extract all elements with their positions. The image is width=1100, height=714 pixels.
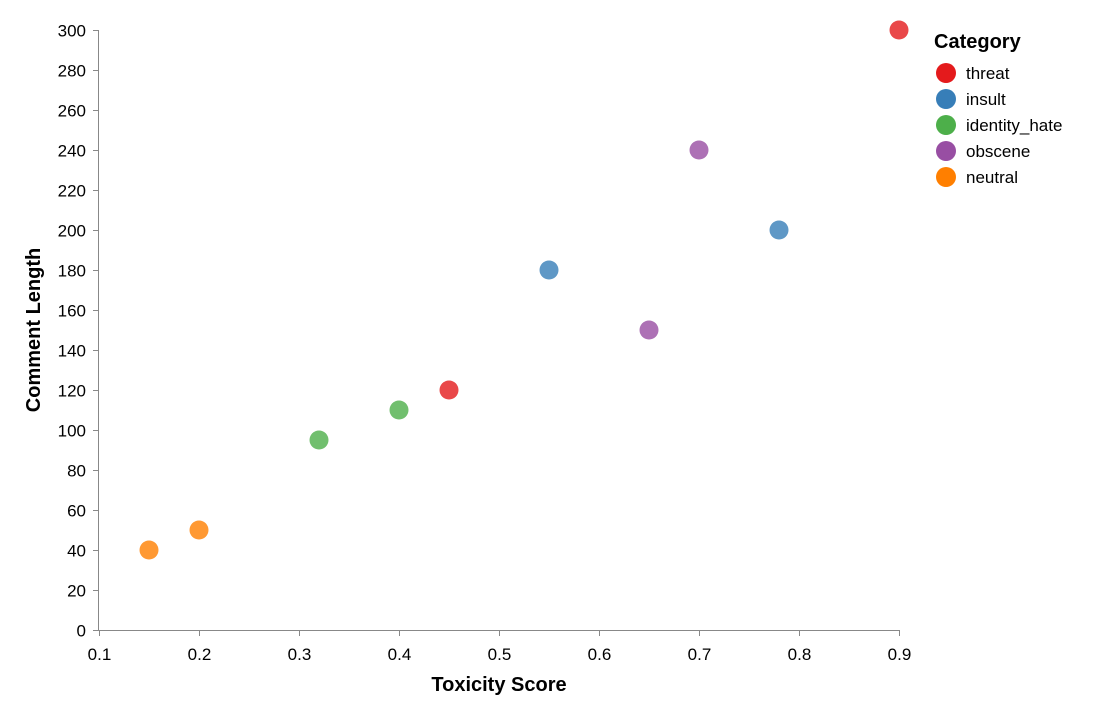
data-point-insult[interactable] xyxy=(769,220,789,240)
legend-swatch xyxy=(936,141,956,161)
x-axis-title: Toxicity Score xyxy=(431,674,566,696)
y-tick-label: 100 xyxy=(58,422,86,441)
legend-item-identity_hate[interactable]: identity_hate xyxy=(936,115,1062,135)
legend-swatch xyxy=(936,89,956,109)
data-point-obscene[interactable] xyxy=(639,320,659,340)
y-tick-label: 80 xyxy=(67,462,86,481)
y-tick-label: 140 xyxy=(58,342,86,361)
legend-item-neutral[interactable]: neutral xyxy=(936,167,1018,187)
data-point-identity_hate[interactable] xyxy=(389,400,409,420)
y-tick-label: 120 xyxy=(58,382,86,401)
legend-item-insult[interactable]: insult xyxy=(936,89,1006,109)
data-point-neutral[interactable] xyxy=(139,540,159,560)
data-point-threat[interactable] xyxy=(889,20,909,40)
x-tick-label: 0.8 xyxy=(788,645,812,664)
legend-item-obscene[interactable]: obscene xyxy=(936,141,1030,161)
x-tick-label: 0.1 xyxy=(88,645,112,664)
data-point-insult[interactable] xyxy=(539,260,559,280)
y-tick-label: 20 xyxy=(67,582,86,601)
x-tick-label: 0.7 xyxy=(688,645,712,664)
legend-label: obscene xyxy=(966,142,1030,161)
y-tick-label: 280 xyxy=(58,62,86,81)
legend-swatch xyxy=(936,115,956,135)
legend: Category threat insult identity_hateobscen… xyxy=(934,31,1062,187)
y-tick-label: 0 xyxy=(77,622,86,641)
x-tick-label: 0.3 xyxy=(288,645,312,664)
data-point-threat[interactable] xyxy=(439,380,459,400)
y-tick-label: 260 xyxy=(58,102,86,121)
data-point-obscene[interactable] xyxy=(689,140,709,160)
x-axis: 0.1 0.2 0.3 0.4 0.5 0.6 0.7 0.8 0.9 xyxy=(88,630,912,664)
legend-title: Category xyxy=(934,31,1022,53)
y-tick-label: 240 xyxy=(58,142,86,161)
legend-item-threat[interactable]: threat xyxy=(936,63,1010,83)
y-tick-label: 60 xyxy=(67,502,86,521)
x-tick-label: 0.9 xyxy=(888,645,912,664)
legend-label: neutral xyxy=(966,168,1018,187)
data-point-neutral[interactable] xyxy=(189,520,209,540)
y-tick-label: 200 xyxy=(58,222,86,241)
legend-swatch xyxy=(936,63,956,83)
data-point-identity_hate[interactable] xyxy=(309,430,329,450)
y-tick-label: 220 xyxy=(58,182,86,201)
y-axis: 0 20 40 60 80 100 120 140 160 180 200 220 240 260 280 3… xyxy=(58,22,99,641)
x-tick-label: 0.4 xyxy=(388,645,412,664)
y-axis-title: Comment Length xyxy=(23,248,45,412)
x-tick-label: 0.6 xyxy=(588,645,612,664)
legend-swatch xyxy=(936,167,956,187)
y-tick-label: 300 xyxy=(58,22,86,41)
x-tick-label: 0.2 xyxy=(188,645,212,664)
legend-label: insult xyxy=(966,90,1006,109)
y-tick-label: 180 xyxy=(58,262,86,281)
y-tick-label: 40 xyxy=(67,542,86,561)
x-tick-label: 0.5 xyxy=(488,645,512,664)
legend-label: threat xyxy=(966,64,1010,83)
data-points xyxy=(139,20,909,560)
y-tick-label: 160 xyxy=(58,302,86,321)
legend-label: identity_hate xyxy=(966,116,1062,135)
